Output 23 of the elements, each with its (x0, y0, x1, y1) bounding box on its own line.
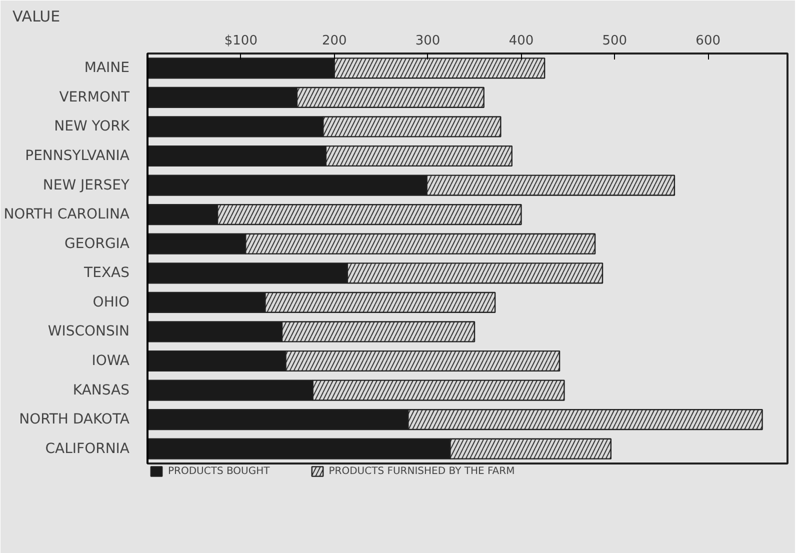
y-tick-label: NORTH DAKOTA (19, 412, 130, 428)
y-tick-label: WISCONSIN (48, 324, 130, 340)
y-axis-title: VALUE (12, 8, 60, 26)
x-tick-label: 200 (322, 34, 347, 48)
x-tick-label: 600 (696, 34, 721, 48)
x-tick-label: 500 (602, 34, 628, 48)
y-tick-label: CALIFORNIA (45, 440, 130, 457)
y-tick-label: NORTH CAROLINA (4, 206, 130, 223)
y-tick-label: NEW YORK (54, 118, 130, 135)
y-tick-label: OHIO (92, 294, 130, 310)
x-tick-label: $100 (224, 34, 258, 48)
y-tick-label: MAINE (84, 60, 130, 76)
y-tick-label: IOWA (92, 353, 130, 369)
legend-label: PRODUCTS FURNISHED BY THE FARM (328, 466, 515, 476)
y-tick-label: GEORGIA (64, 236, 130, 252)
x-tick-label: 400 (508, 34, 534, 48)
y-tick-label: NEW JERSEY (42, 177, 130, 194)
x-tick-label: 300 (415, 34, 440, 48)
legend-label: PRODUCTS BOUGHT (168, 466, 270, 476)
y-tick-label: KANSAS (72, 382, 130, 398)
y-tick-label: TEXAS (83, 265, 130, 282)
y-tick-label: PENNSYLVANIA (25, 148, 130, 164)
y-tick-label: VERMONT (59, 89, 130, 106)
